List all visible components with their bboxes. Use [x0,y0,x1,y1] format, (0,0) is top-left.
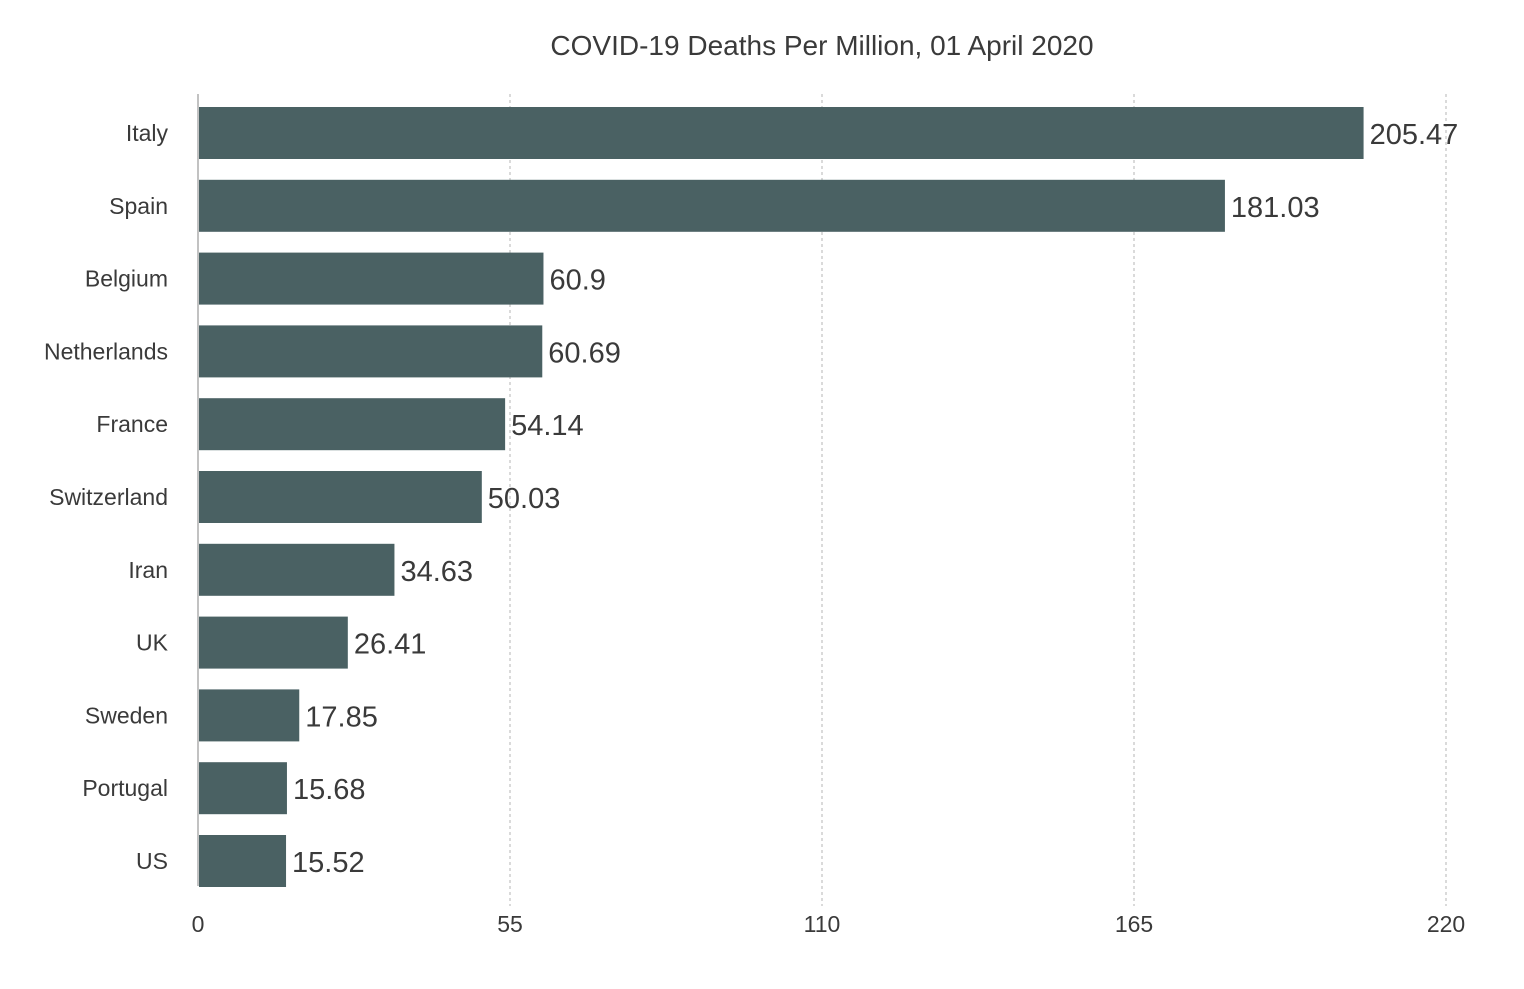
value-labels: 205.47 181.03 60.9 60.69 54.14 50.03 34.63 26.4… [292,119,1458,879]
category-label: Belgium [85,266,168,292]
x-axis-ticks: 0 55 110 165 220 [192,911,1466,937]
value-label: 54.14 [511,410,584,442]
category-labels: Italy Spain Belgium Netherlands France Switze… [44,120,169,874]
x-tick-label: 0 [192,911,205,937]
bars [199,107,1364,887]
bar-belgium [199,252,544,305]
value-label: 15.68 [293,774,366,806]
value-label: 17.85 [305,701,378,733]
bar-iran [199,543,395,596]
value-label: 50.03 [488,483,561,515]
category-label: Spain [109,193,168,219]
category-label: France [96,411,168,437]
bar-france [199,398,506,451]
chart-title: COVID-19 Deaths Per Million, 01 April 20… [550,30,1094,61]
bar-italy [199,107,1364,159]
value-label: 60.69 [548,337,621,369]
x-tick-label: 220 [1427,911,1465,937]
bar-us [199,835,287,887]
bar-spain [199,179,1225,232]
category-label: Switzerland [49,484,168,510]
bar-sweden [199,689,300,742]
x-tick-label: 55 [497,911,523,937]
category-label: Italy [126,120,169,146]
value-label: 26.41 [354,629,427,661]
x-tick-label: 165 [1115,911,1153,937]
bar-netherlands [199,325,543,378]
category-label: UK [136,630,169,656]
category-label: Portugal [82,775,168,801]
value-label: 205.47 [1370,119,1459,151]
category-label: Netherlands [44,338,168,364]
bar-portugal [199,762,287,815]
bar-uk [199,616,348,669]
value-label: 34.63 [400,556,473,588]
bar-switzerland [199,471,482,523]
value-label: 181.03 [1231,192,1320,224]
category-label: US [136,848,168,874]
value-label: 15.52 [292,847,365,879]
category-label: Iran [128,557,168,583]
category-label: Sweden [85,702,168,728]
x-tick-label: 110 [804,911,841,937]
value-label: 60.9 [549,265,605,297]
